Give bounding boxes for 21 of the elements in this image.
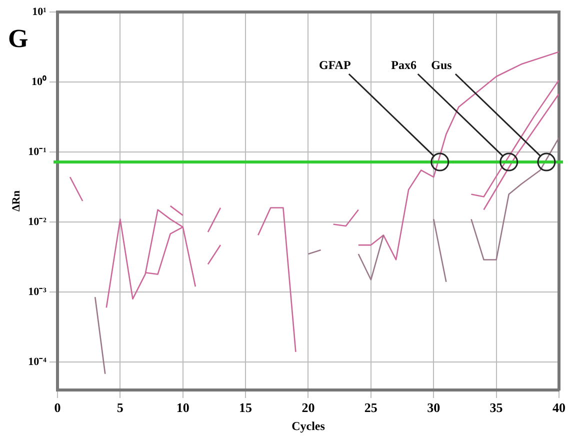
y-tick-label: 10⁻³ [28, 286, 48, 298]
text: G [8, 24, 28, 54]
y-tick-label: 10¹ [32, 6, 46, 18]
annotation: Pax6 [391, 58, 417, 72]
x-tick-label: 25 [364, 400, 378, 416]
annotation: GFAP [319, 58, 351, 72]
x-tick-label: 35 [490, 400, 504, 416]
x-axis-title: Cycles [292, 418, 326, 433]
x-tick-label: 40 [552, 400, 566, 416]
x-tick-label: 30 [427, 400, 440, 416]
x-tick-label: 5 [116, 400, 124, 416]
y-tick-label: 10⁻¹ [28, 146, 46, 158]
x-tick-label: 0 [54, 400, 61, 416]
annotation: Gus [431, 58, 452, 72]
y-tick-label: 10⁻² [28, 216, 48, 228]
x-tick-label: 15 [239, 400, 253, 416]
x-tick-label: 10 [176, 400, 190, 416]
x-tick-label: 20 [302, 400, 315, 416]
y-tick-label: 10⁰ [32, 74, 46, 88]
y-tick-label: 10⁻⁴ [28, 356, 48, 368]
y-axis-title: ΔRn [10, 190, 22, 212]
